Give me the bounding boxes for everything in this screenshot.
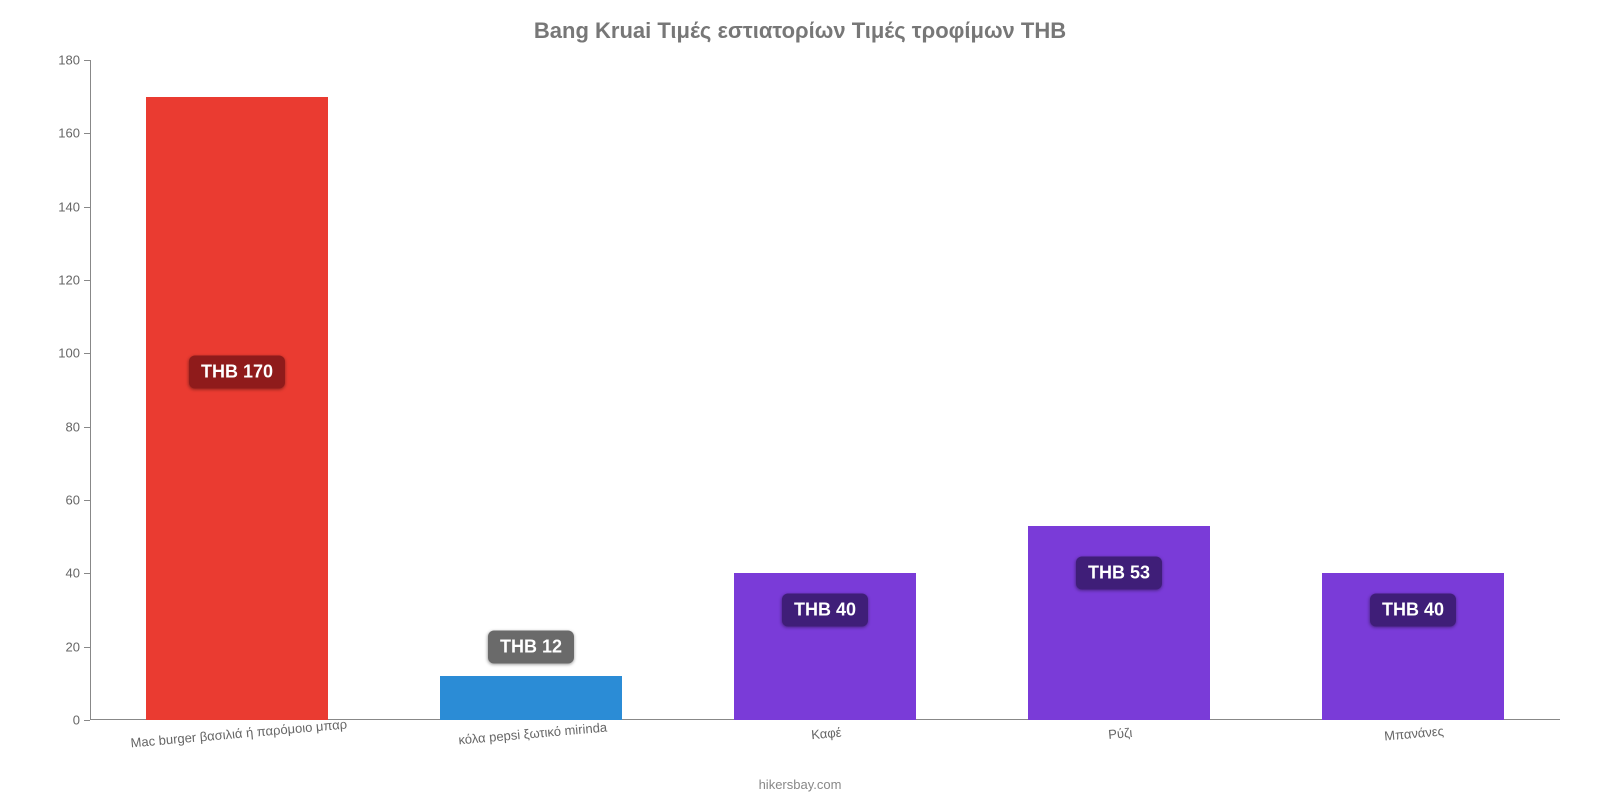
value-label: THB 40 bbox=[1370, 594, 1456, 627]
y-tick-label: 60 bbox=[66, 493, 90, 508]
y-tick-label: 160 bbox=[58, 126, 90, 141]
y-tick-label: 140 bbox=[58, 199, 90, 214]
y-tick-label: 100 bbox=[58, 346, 90, 361]
x-tick-label: Καφέ bbox=[810, 719, 842, 743]
y-tick-label: 20 bbox=[66, 639, 90, 654]
x-tick-label: Ρύζι bbox=[1107, 719, 1133, 742]
bar bbox=[146, 97, 328, 720]
y-tick-label: 0 bbox=[73, 713, 90, 728]
value-label: THB 53 bbox=[1076, 557, 1162, 590]
y-tick-label: 180 bbox=[58, 53, 90, 68]
credit-text: hikersbay.com bbox=[0, 777, 1600, 792]
value-label: THB 12 bbox=[488, 630, 574, 663]
y-axis-line bbox=[90, 60, 91, 720]
x-tick-label: Μπανάνες bbox=[1383, 717, 1444, 743]
plot-area: 020406080100120140160180Mac burger βασιλ… bbox=[90, 60, 1560, 720]
chart-container: Bang Kruai Τιμές εστιατορίων Τιμές τροφί… bbox=[0, 0, 1600, 800]
bar bbox=[1028, 526, 1210, 720]
y-tick-label: 80 bbox=[66, 419, 90, 434]
value-label: THB 170 bbox=[189, 355, 285, 388]
value-label: THB 40 bbox=[782, 594, 868, 627]
y-tick-label: 120 bbox=[58, 273, 90, 288]
chart-title: Bang Kruai Τιμές εστιατορίων Τιμές τροφί… bbox=[0, 0, 1600, 44]
y-tick-label: 40 bbox=[66, 566, 90, 581]
